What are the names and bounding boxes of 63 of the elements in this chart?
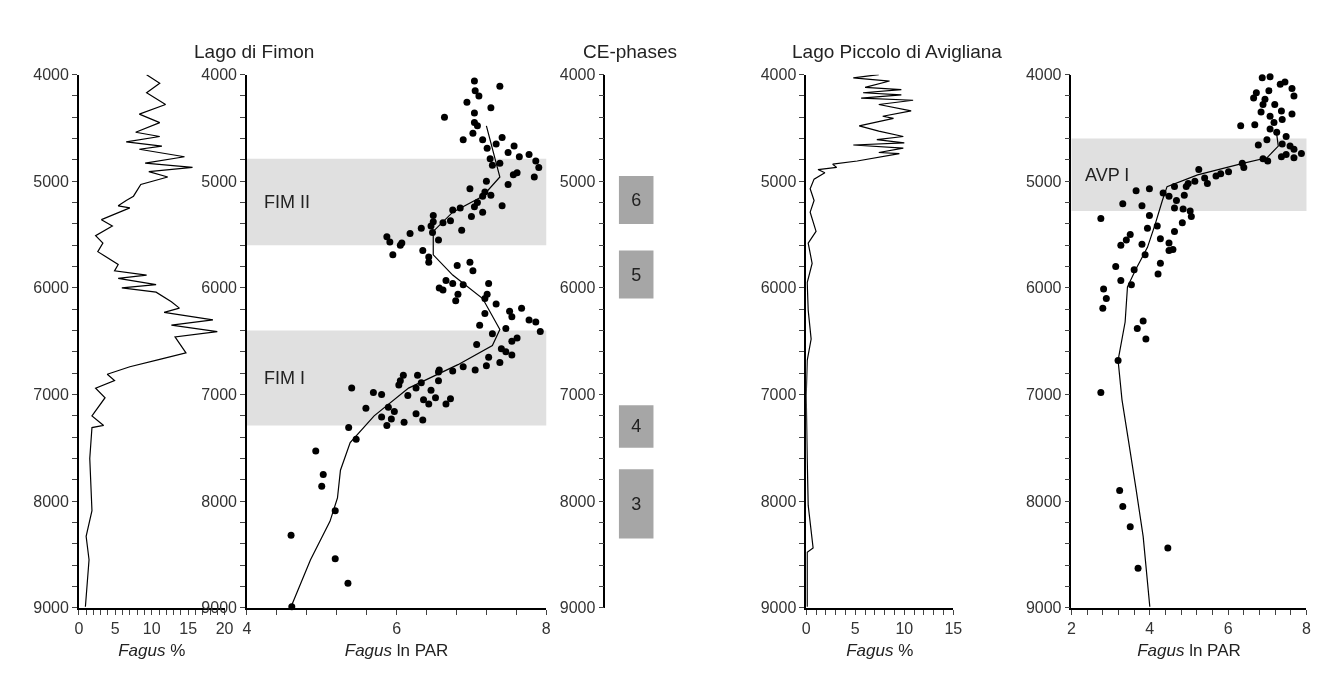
- x-tick-label: 2: [1067, 619, 1077, 637]
- y-tick-label: 9000: [1025, 599, 1062, 617]
- y-tick-label: 6000: [33, 279, 69, 297]
- x-tick-label: 4: [242, 619, 252, 637]
- chart-title: Lago Piccolo di Avigliana: [792, 41, 1003, 62]
- x-axis-title: Fagus ln PAR: [344, 640, 449, 660]
- x-tick-label: 0: [801, 619, 811, 637]
- series-label: 5: [631, 264, 642, 285]
- band-label: FIM II: [264, 192, 310, 212]
- x-tick-label: 15: [944, 619, 963, 637]
- x-tick-label: 5: [110, 619, 120, 637]
- y-tick-label: 5000: [1025, 172, 1062, 190]
- x-tick-label: 10: [895, 619, 914, 637]
- chart-title: Lago di Fimon: [194, 41, 315, 62]
- y-tick-label: 6000: [1025, 279, 1062, 297]
- y-tick-label: 4000: [559, 66, 596, 84]
- band-label: FIM I: [264, 368, 305, 388]
- bar: [618, 405, 654, 448]
- y-tick-label: 4000: [201, 66, 238, 84]
- x-axis-title: Fagus %: [118, 640, 186, 660]
- x-axis-title: Fagus %: [846, 640, 914, 660]
- series-label: 6: [631, 189, 642, 210]
- chart-title: CE-phases: [583, 41, 677, 62]
- y-tick-label: 9000: [33, 599, 69, 617]
- series-label: 3: [631, 493, 642, 514]
- y-tick-label: 5000: [760, 172, 797, 190]
- y-tick-label: 8000: [33, 492, 69, 510]
- y-tick-label: 7000: [201, 386, 238, 404]
- bar: [618, 469, 654, 539]
- y-tick-label: 7000: [559, 386, 596, 404]
- y-tick-label: 8000: [1025, 492, 1062, 510]
- x-tick-label: 5: [850, 619, 860, 637]
- series-label: 4: [631, 416, 642, 437]
- y-tick-label: 7000: [1025, 386, 1062, 404]
- y-tick-label: 4000: [760, 66, 797, 84]
- band-label: AVP I: [1085, 165, 1130, 185]
- x-tick-label: 6: [392, 619, 402, 637]
- y-tick-label: 8000: [201, 492, 238, 510]
- x-tick-label: 4: [1145, 619, 1155, 637]
- x-axis-title: Fagus ln PAR: [1137, 640, 1241, 660]
- y-tick-label: 6000: [201, 279, 238, 297]
- x-tick-label: 20: [215, 619, 234, 637]
- bar: [618, 250, 654, 299]
- y-tick-label: 9000: [760, 599, 797, 617]
- x-tick-label: 15: [179, 619, 198, 637]
- x-tick-label: 10: [142, 619, 161, 637]
- y-tick-label: 6000: [760, 279, 797, 297]
- y-tick-label: 5000: [33, 172, 69, 190]
- y-tick-label: 8000: [760, 492, 797, 510]
- y-tick-label: 4000: [1025, 66, 1062, 84]
- y-tick-label: 6000: [559, 279, 596, 297]
- y-tick-label: 5000: [559, 172, 596, 190]
- y-tick-label: 5000: [201, 172, 238, 190]
- y-tick-label: 9000: [559, 599, 596, 617]
- x-tick-label: 8: [1302, 619, 1312, 637]
- x-tick-label: 8: [541, 619, 551, 637]
- x-tick-label: 6: [1223, 619, 1233, 637]
- y-tick-label: 8000: [559, 492, 596, 510]
- bar: [618, 175, 654, 224]
- y-tick-label: 4000: [33, 66, 69, 84]
- x-tick-label: 0: [74, 619, 84, 637]
- y-tick-label: 7000: [33, 386, 69, 404]
- y-tick-label: 7000: [760, 386, 797, 404]
